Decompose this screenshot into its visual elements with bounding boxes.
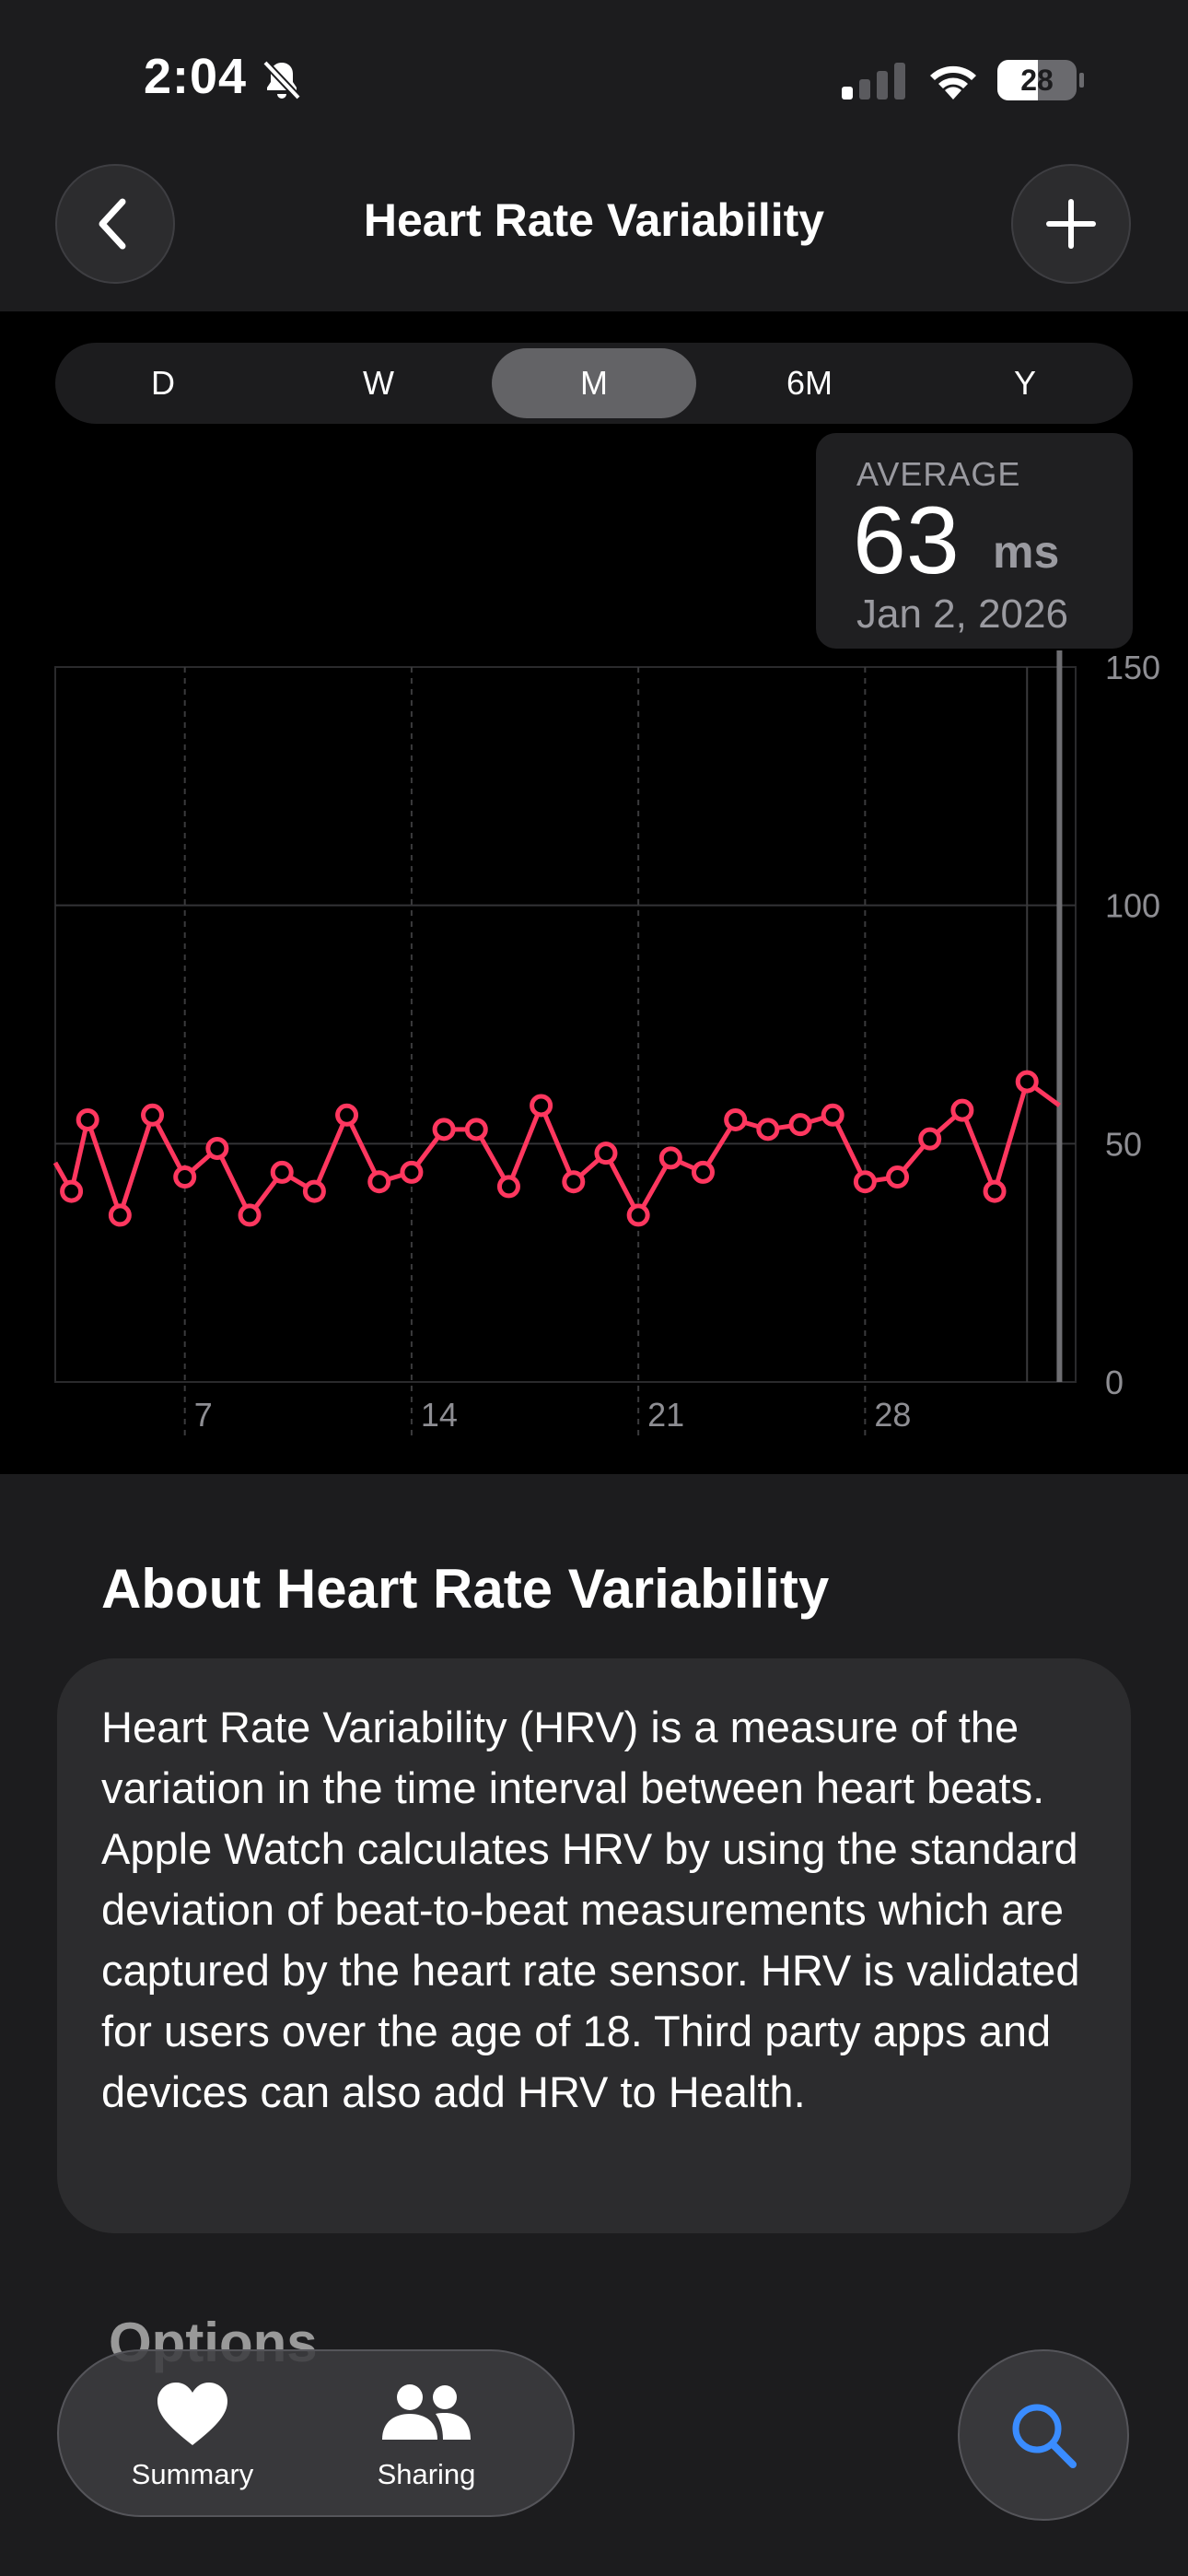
heart-icon [157,2383,227,2445]
tooltip-date: Jan 2, 2026 [856,591,1068,637]
search-button[interactable] [958,2349,1129,2521]
about-card: Heart Rate Variability (HRV) is a measur… [57,1658,1131,2233]
tooltip-unit: ms [993,526,1060,578]
data-point [1015,1070,1039,1094]
wifi-icon [930,65,976,100]
data-point [658,1146,682,1170]
y-tick-label: 100 [1105,887,1160,925]
page-title: Heart Rate Variability [363,194,825,246]
plot-frame [54,666,1077,1383]
people-icon [382,2384,471,2440]
data-point [626,1203,650,1227]
data-point [205,1137,229,1161]
y-tick-label: 150 [1105,649,1160,686]
tab-bar: Summary Sharing [57,2349,575,2517]
cellular-signal-icon [842,63,905,100]
hrv-line-chart[interactable]: 150 100 50 0 7 14 21 28 [0,645,1188,1456]
data-point [173,1165,197,1189]
battery-icon [997,60,1084,100]
data-point [432,1118,456,1142]
time-range-selector: D W M 6M Y [55,343,1133,424]
x-tick-label: 21 [647,1396,684,1434]
about-text: Heart Rate Variability (HRV) is a measur… [101,1703,1080,2116]
back-button[interactable] [55,164,175,284]
data-point [141,1103,165,1127]
tooltip-label: AVERAGE [856,455,1021,493]
plus-icon [1046,199,1096,249]
add-data-button[interactable] [1011,164,1131,284]
y-tick-label: 50 [1105,1125,1142,1163]
tab-summary-label: Summary [131,2458,254,2490]
data-point [950,1098,974,1122]
range-option-6month[interactable]: 6M [786,364,833,402]
tab-sharing[interactable]: Sharing [320,2351,532,2519]
data-point [367,1170,391,1194]
data-point [270,1160,294,1184]
x-tick-label: 14 [421,1396,458,1434]
data-point [400,1160,424,1184]
tooltip-value: 63 [853,487,960,594]
data-point [464,1118,488,1142]
range-option-year[interactable]: Y [1013,364,1036,402]
x-tick-label: 7 [194,1396,213,1434]
data-point [238,1203,262,1227]
range-option-week[interactable]: W [363,364,394,402]
data-point [594,1142,618,1165]
data-point [853,1170,877,1194]
data-point [724,1107,748,1131]
data-point [691,1160,715,1184]
data-point [788,1113,812,1137]
data-point [821,1103,844,1127]
data-point [530,1094,553,1118]
range-option-month[interactable]: M [492,348,696,418]
data-point [886,1165,910,1189]
y-tick-label: 0 [1105,1364,1124,1401]
data-point [496,1175,520,1199]
search-icon [1012,2404,1077,2468]
status-bar: 2:04 28 [0,0,1188,157]
data-point [756,1118,780,1142]
battery-level: 28 [1020,64,1054,97]
data-point [918,1127,942,1151]
data-point [76,1107,99,1131]
tab-summary[interactable]: Summary [87,2351,298,2519]
bell-slash-icon [262,60,301,100]
range-option-day[interactable]: D [151,364,175,402]
data-point [302,1179,326,1203]
data-point [983,1179,1007,1203]
tab-sharing-label: Sharing [377,2458,476,2490]
chevron-left-icon [99,198,126,250]
about-title: About Heart Rate Variability [101,1558,830,1620]
data-point [562,1170,586,1194]
average-tooltip: AVERAGE 63 ms Jan 2, 2026 [816,433,1133,649]
data-point [335,1103,359,1127]
data-point [60,1179,84,1203]
status-time: 2:04 [144,49,248,104]
data-point [108,1203,132,1227]
x-tick-label: 28 [874,1396,911,1434]
